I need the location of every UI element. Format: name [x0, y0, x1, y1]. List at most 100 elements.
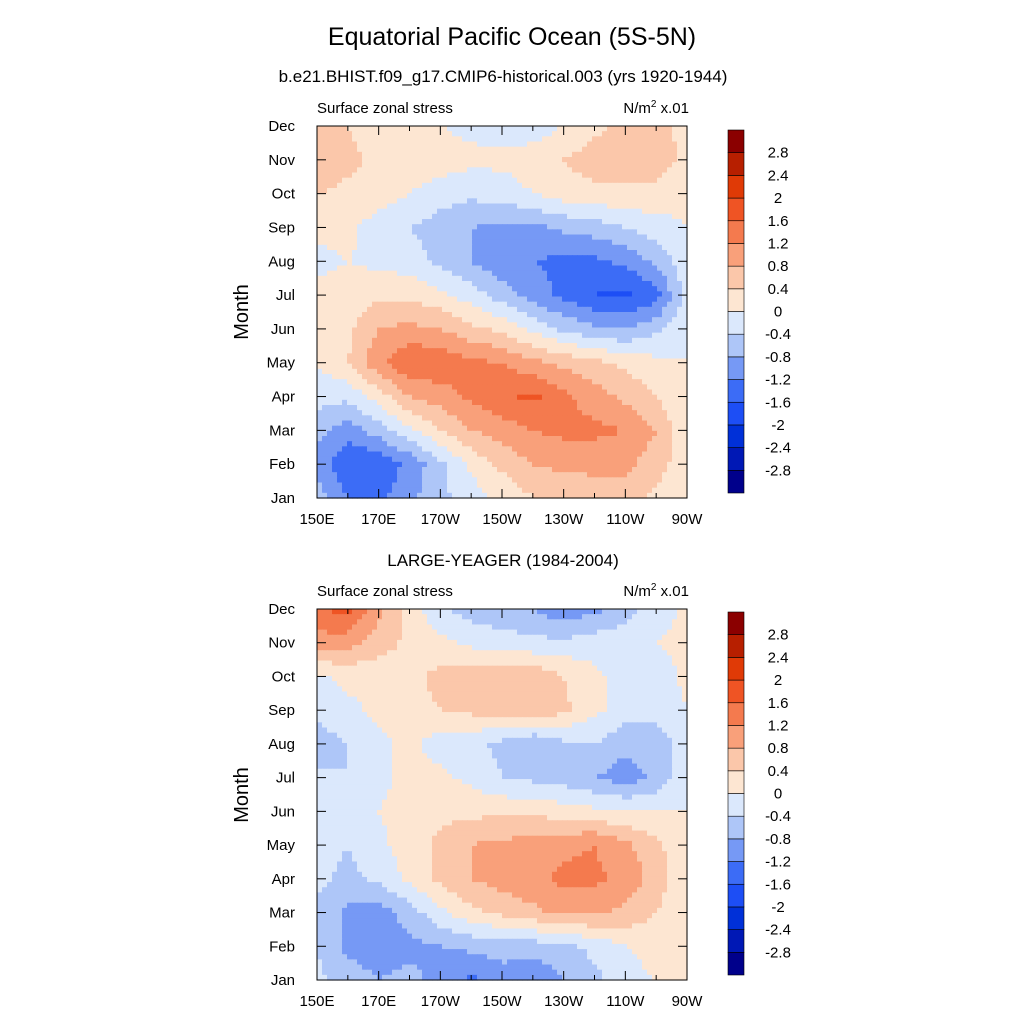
field-cell	[532, 213, 538, 220]
field-cell	[402, 410, 408, 416]
field-cell	[492, 182, 498, 189]
field-cell	[447, 327, 453, 334]
field-cell	[427, 260, 433, 267]
field-cell	[497, 441, 503, 447]
field-cell	[432, 198, 438, 205]
field-cell	[352, 270, 358, 277]
field-cell	[497, 250, 503, 256]
field-cell	[602, 162, 608, 168]
field-cell	[612, 322, 618, 329]
field-cell	[342, 286, 348, 292]
field-cell	[517, 234, 523, 241]
field-cell	[432, 322, 438, 329]
field-cell	[522, 368, 528, 375]
field-cell	[657, 399, 663, 406]
field-cell	[577, 358, 583, 365]
field-cell	[412, 467, 418, 473]
field-cell	[632, 374, 638, 380]
field-cell	[462, 337, 468, 344]
field-cell	[362, 172, 368, 179]
field-cell	[422, 301, 428, 308]
field-cell	[402, 250, 408, 256]
field-cell	[357, 472, 363, 478]
field-cell	[472, 224, 478, 230]
field-cell	[677, 281, 683, 287]
field-cell	[612, 265, 618, 272]
field-cell	[657, 151, 663, 158]
field-cell	[377, 291, 383, 298]
field-cell	[617, 239, 623, 246]
field-cell	[642, 368, 648, 375]
field-cell	[382, 306, 388, 313]
field-cell	[437, 374, 443, 380]
field-cell	[637, 322, 643, 329]
field-cell	[672, 177, 678, 184]
field-cell	[412, 131, 418, 137]
field-cell	[592, 255, 598, 261]
field-cell	[557, 322, 563, 329]
field-cell	[332, 286, 338, 292]
field-cell	[332, 472, 338, 478]
field-cell	[677, 425, 683, 432]
field-cell	[577, 399, 583, 406]
field-cell	[372, 296, 378, 303]
field-cell	[592, 456, 598, 463]
field-cell	[502, 317, 508, 323]
field-cell	[357, 126, 363, 132]
field-cell	[367, 151, 373, 158]
field-cell	[567, 451, 573, 458]
field-cell	[367, 368, 373, 375]
field-cell	[407, 275, 413, 282]
field-cell	[492, 167, 498, 174]
field-cell	[437, 379, 443, 385]
field-cell	[427, 255, 433, 261]
field-cell	[447, 126, 453, 132]
field-cell	[522, 379, 528, 385]
field-cell	[477, 441, 483, 447]
field-cell	[342, 234, 348, 241]
field-cell	[347, 182, 353, 189]
field-cell	[372, 415, 378, 422]
field-cell	[437, 136, 443, 143]
field-cell	[462, 430, 468, 437]
field-cell	[507, 219, 513, 225]
field-cell	[647, 255, 653, 261]
field-cell	[662, 399, 668, 406]
field-cell	[557, 337, 563, 344]
field-cell	[627, 312, 633, 318]
field-cell	[397, 410, 403, 416]
field-cell	[477, 188, 483, 194]
field-cell	[612, 281, 618, 287]
field-cell	[562, 131, 568, 137]
field-cell	[582, 348, 588, 354]
field-cell	[547, 141, 553, 148]
field-cell	[577, 353, 583, 360]
field-cell	[377, 317, 383, 323]
field-cell	[437, 182, 443, 189]
field-cell	[337, 430, 343, 437]
field-cell	[442, 358, 448, 365]
field-cell	[587, 239, 593, 246]
field-cell	[347, 177, 353, 184]
field-cell	[577, 441, 583, 447]
field-cell	[557, 296, 563, 303]
field-cell	[377, 193, 383, 199]
field-cell	[342, 255, 348, 261]
field-cell	[682, 265, 688, 272]
field-cell	[442, 301, 448, 308]
field-cell	[547, 374, 553, 380]
field-cell	[472, 286, 478, 292]
field-cell	[642, 136, 648, 143]
field-cell	[517, 420, 523, 427]
field-cell	[467, 151, 473, 158]
field-cell	[322, 146, 328, 153]
field-cell	[637, 461, 643, 468]
field-cell	[447, 425, 453, 432]
field-cell	[542, 343, 548, 349]
field-cell	[507, 430, 513, 437]
field-cell	[607, 239, 613, 246]
field-cell	[537, 213, 543, 220]
field-cell	[577, 436, 583, 442]
field-cell	[362, 472, 368, 478]
field-cell	[597, 208, 603, 215]
